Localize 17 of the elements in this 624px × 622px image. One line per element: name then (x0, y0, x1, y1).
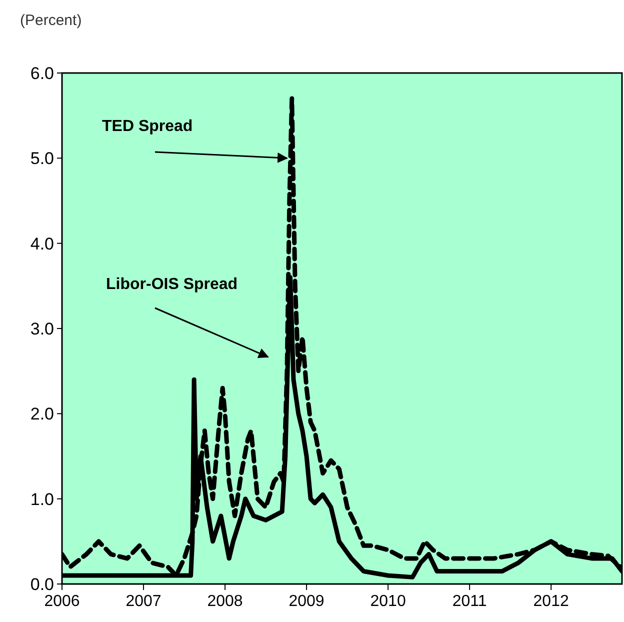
y-tick-label: 5.0 (30, 149, 54, 168)
y-tick-label: 6.0 (30, 64, 54, 83)
annotation: TED Spread (102, 118, 193, 135)
y-tick-label: 4.0 (30, 234, 54, 254)
y-tick-label: 0.0 (30, 574, 54, 594)
x-tick-label: 2011 (452, 593, 487, 610)
annotation: Libor-OIS Spread (106, 276, 238, 293)
x-tick-label: 2007 (126, 593, 162, 610)
x-tick-label: 2009 (288, 593, 324, 610)
x-tick-label: 2006 (44, 593, 80, 610)
x-tick-label: 2012 (533, 593, 569, 610)
y-axis-title: (Percent) (20, 12, 82, 29)
x-tick-label: 2008 (207, 593, 243, 610)
x-tick-label: 2010 (370, 593, 406, 610)
y-tick-label: 1.0 (30, 490, 54, 509)
y-tick-label: 3.0 (30, 319, 54, 338)
y-tick-label: 2.0 (30, 404, 54, 424)
